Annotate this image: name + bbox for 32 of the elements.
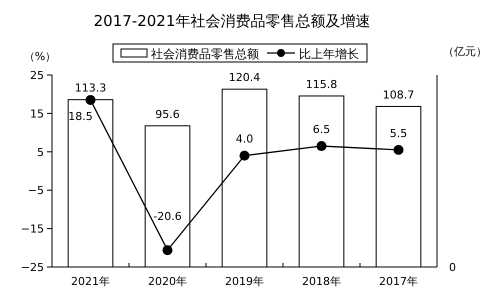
y2-axis-title: （亿元） [443,45,487,58]
point [240,150,250,161]
x-tick-label: 2018年 [302,275,341,288]
data-label: -20.6 [153,210,182,224]
y-tick-label: 25 [30,69,44,82]
point [162,245,172,256]
x-tick-label: 2019年 [225,275,264,288]
y-tick-label: 15 [30,107,44,120]
data-label: 115.8 [306,78,338,91]
data-label: 113.3 [74,82,106,95]
text: 0 [449,261,456,274]
data-label: 4.0 [236,132,254,146]
y-tick-label: −25 [20,261,44,274]
point [316,141,326,152]
point [394,144,404,155]
y-axis-title: （%） [24,50,56,63]
y-tick-label: −5 [28,184,44,198]
data-label: 108.7 [382,88,414,102]
data-label: 18.5 [68,110,93,123]
data-label: 6.5 [312,123,330,136]
data-label: 95.6 [155,108,180,121]
x-tick-label: 2017年 [379,275,418,288]
data-label: 120.4 [228,71,260,84]
y-tick-label: −15 [20,222,44,236]
x-tick-label: 2021年 [71,275,110,288]
x-tick-label: 2020年 [148,275,187,288]
legend-label: 社会消费品零售总额 [151,47,259,61]
data-label: 5.5 [390,126,408,140]
y-tick-label: 5 [37,146,44,159]
chart-title: 2017-2021年社会消费品零售总额及增速 [94,12,370,30]
point [86,94,96,105]
legend-label: 比上年增长 [299,47,359,61]
